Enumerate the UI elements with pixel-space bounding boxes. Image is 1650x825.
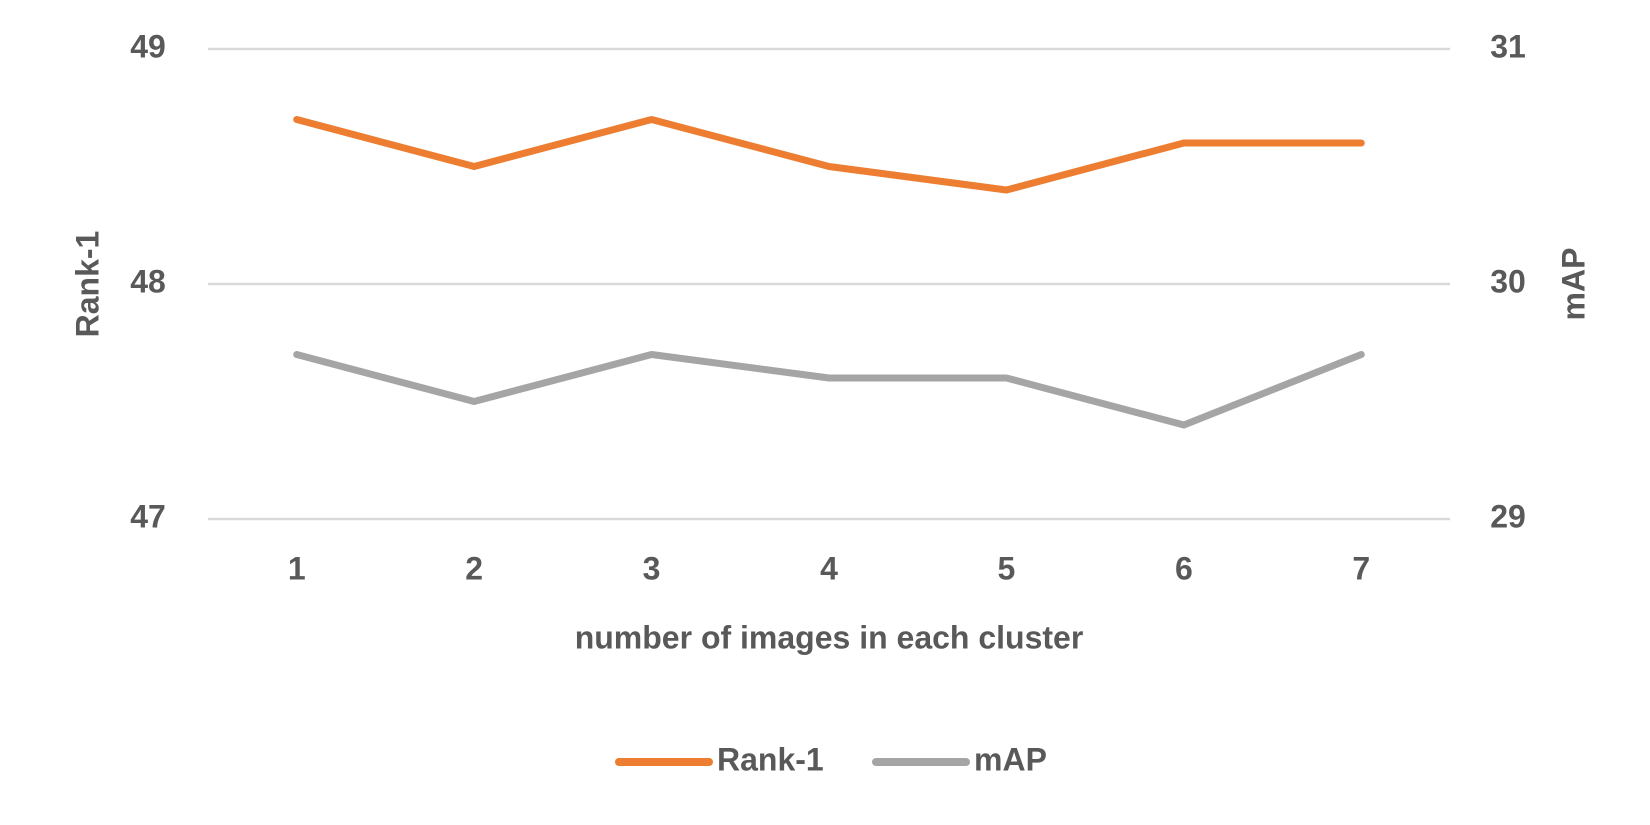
y-axis-title: Rank-1 [69,231,105,338]
x-tick-label: 5 [998,550,1016,586]
legend-label: mAP [974,741,1047,777]
x-tick-label: 7 [1352,550,1370,586]
y-tick-label: 48 [130,263,166,299]
x-tick-label: 1 [288,550,306,586]
legend-label: Rank-1 [717,741,824,777]
x-axis-title: number of images in each cluster [575,619,1084,655]
x-tick-label: 2 [465,550,483,586]
y2-tick-label: 30 [1490,263,1526,299]
data-line [293,116,1365,194]
y2-tick-label: 29 [1490,498,1526,534]
x-tick-label: 4 [820,550,838,586]
y-tick-label: 49 [130,28,166,64]
y2-axis-title: mAP [1555,248,1591,321]
y2-tick-label: 31 [1490,28,1526,64]
y-tick-label: 47 [130,498,166,534]
x-tick-label: 6 [1175,550,1193,586]
data-line [293,351,1365,429]
x-tick-label: 3 [643,550,661,586]
